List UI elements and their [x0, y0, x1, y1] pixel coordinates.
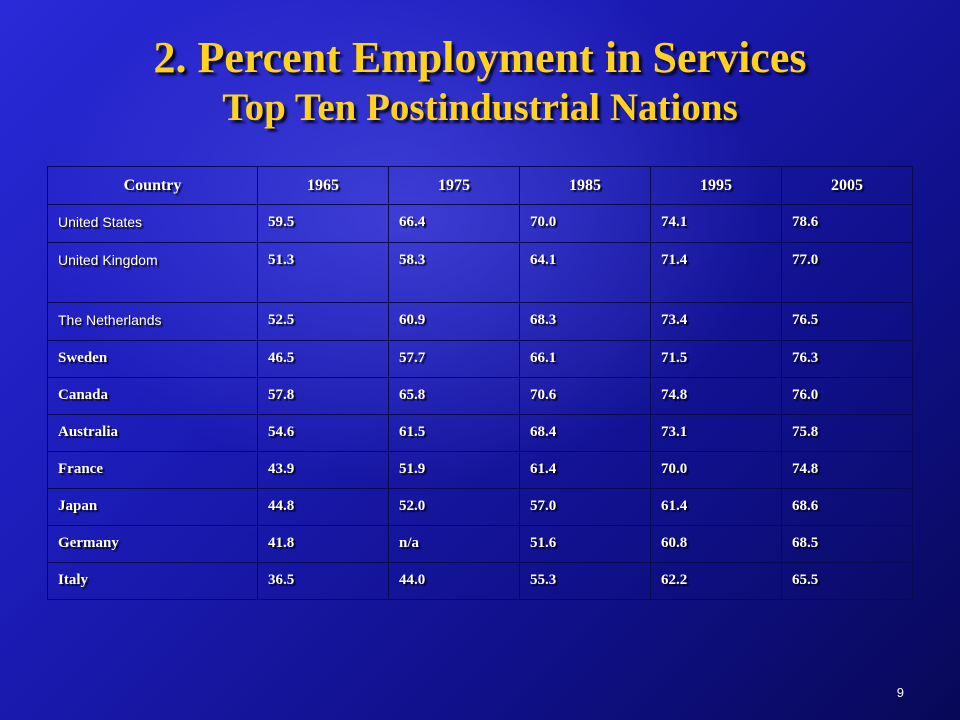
- value-cell: 74.1: [650, 204, 782, 243]
- value-cell: 46.5: [257, 340, 389, 378]
- value-cell: 60.8: [650, 525, 782, 563]
- value-cell: 77.0: [781, 242, 913, 303]
- column-header: 1985: [519, 166, 651, 205]
- table-row: France 43.9 51.9 61.4 70.0 74.8: [47, 451, 913, 489]
- column-header: Country: [47, 166, 258, 205]
- value-cell: 68.3: [519, 302, 651, 341]
- value-cell: 57.8: [257, 377, 389, 415]
- country-cell: United States: [47, 204, 258, 243]
- country-cell: Italy: [47, 562, 258, 600]
- country-cell: Sweden: [47, 340, 258, 378]
- country-cell: Canada: [47, 377, 258, 415]
- country-cell: Japan: [47, 488, 258, 526]
- column-header: 1965: [257, 166, 389, 205]
- country-cell: The Netherlands: [47, 302, 258, 341]
- value-cell: 68.5: [781, 525, 913, 563]
- table-header-row: Country 1965 1975 1985 1995 2005: [47, 166, 913, 205]
- value-cell: 70.0: [650, 451, 782, 489]
- country-cell: United Kingdom: [47, 242, 258, 303]
- value-cell: 51.6: [519, 525, 651, 563]
- table-row: Italy 36.5 44.0 55.3 62.2 65.5: [47, 562, 913, 600]
- value-cell: 52.5: [257, 302, 389, 341]
- country-cell: Australia: [47, 414, 258, 452]
- value-cell: 76.0: [781, 377, 913, 415]
- value-cell: 61.4: [650, 488, 782, 526]
- country-cell: Germany: [47, 525, 258, 563]
- value-cell: 73.4: [650, 302, 782, 341]
- value-cell: 70.6: [519, 377, 651, 415]
- slide-title: 2. Percent Employment in Services Top Te…: [0, 33, 960, 129]
- value-cell: 44.8: [257, 488, 389, 526]
- value-cell: 51.9: [388, 451, 520, 489]
- value-cell: 74.8: [781, 451, 913, 489]
- value-cell: 58.3: [388, 242, 520, 303]
- value-cell: 52.0: [388, 488, 520, 526]
- value-cell: 61.4: [519, 451, 651, 489]
- value-cell: 66.1: [519, 340, 651, 378]
- value-cell: 41.8: [257, 525, 389, 563]
- column-header: 1975: [388, 166, 520, 205]
- value-cell: 65.5: [781, 562, 913, 600]
- value-cell: 68.4: [519, 414, 651, 452]
- country-cell: France: [47, 451, 258, 489]
- value-cell: 78.6: [781, 204, 913, 243]
- column-header: 2005: [781, 166, 913, 205]
- value-cell: 75.8: [781, 414, 913, 452]
- value-cell: 59.5: [257, 204, 389, 243]
- slide-number: 9: [896, 685, 904, 700]
- value-cell: 74.8: [650, 377, 782, 415]
- value-cell: 51.3: [257, 242, 389, 303]
- value-cell: 70.0: [519, 204, 651, 243]
- value-cell: 44.0: [388, 562, 520, 600]
- value-cell: 61.5: [388, 414, 520, 452]
- value-cell: 36.5: [257, 562, 389, 600]
- table-row: United States 59.5 66.4 70.0 74.1 78.6: [47, 204, 913, 243]
- table-row: Japan 44.8 52.0 57.0 61.4 68.6: [47, 488, 913, 526]
- value-cell: 64.1: [519, 242, 651, 303]
- value-cell: 68.6: [781, 488, 913, 526]
- table-row: Australia 54.6 61.5 68.4 73.1 75.8: [47, 414, 913, 452]
- table-row: Canada 57.8 65.8 70.6 74.8 76.0: [47, 377, 913, 415]
- value-cell: 76.5: [781, 302, 913, 341]
- value-cell: 73.1: [650, 414, 782, 452]
- value-cell: 76.3: [781, 340, 913, 378]
- column-header: 1995: [650, 166, 782, 205]
- table-row: United Kingdom 51.3 58.3 64.1 71.4 77.0: [47, 242, 913, 303]
- value-cell: n/a: [388, 525, 520, 563]
- value-cell: 57.0: [519, 488, 651, 526]
- table-row: Germany 41.8 n/a 51.6 60.8 68.5: [47, 525, 913, 563]
- value-cell: 71.4: [650, 242, 782, 303]
- value-cell: 57.7: [388, 340, 520, 378]
- value-cell: 62.2: [650, 562, 782, 600]
- value-cell: 43.9: [257, 451, 389, 489]
- employment-table: Country 1965 1975 1985 1995 2005 United …: [47, 166, 913, 600]
- value-cell: 65.8: [388, 377, 520, 415]
- value-cell: 55.3: [519, 562, 651, 600]
- title-line-2: Top Ten Postindustrial Nations: [222, 86, 738, 129]
- table-row: Sweden 46.5 57.7 66.1 71.5 76.3: [47, 340, 913, 378]
- value-cell: 54.6: [257, 414, 389, 452]
- value-cell: 66.4: [388, 204, 520, 243]
- value-cell: 71.5: [650, 340, 782, 378]
- value-cell: 60.9: [388, 302, 520, 341]
- title-line-1: 2. Percent Employment in Services: [153, 33, 807, 82]
- table-row: The Netherlands 52.5 60.9 68.3 73.4 76.5: [47, 302, 913, 341]
